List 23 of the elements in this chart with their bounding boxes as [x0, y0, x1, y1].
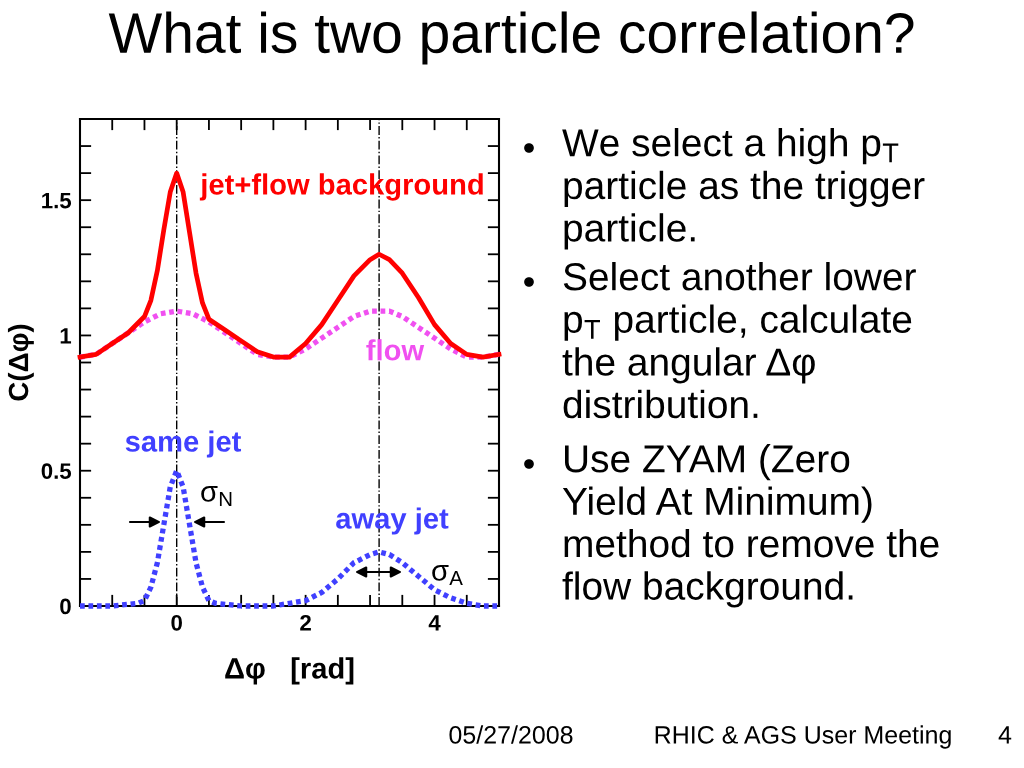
annotation: σ$_{A}$ — [432, 565, 463, 586]
annotation: away jet — [336, 507, 449, 535]
annotation: σ$_{N}$ — [201, 486, 232, 507]
annotation: same jet — [125, 430, 242, 458]
series-label: flow — [366, 339, 425, 361]
text: 05/27/2008 — [449, 725, 573, 744]
text: Use ZYAM (Zero Yield At Minimum) method to remove the flow background. — [562, 444, 939, 608]
series-label: jet+flow background — [199, 173, 483, 201]
x-tick-label: 0 — [171, 614, 182, 631]
line-series — [77, 170, 502, 360]
y-tick-label: 0.5 — [41, 463, 72, 479]
text: We select a high p$_{T}$ particle as the trigger particle. — [562, 128, 925, 250]
text: Select another lower p$_{T}$ particle, calculate the angular Δφ distribution. — [562, 262, 916, 419]
x-tick-label: 2 — [300, 614, 311, 631]
y-tick-label: 1.5 — [42, 192, 72, 209]
text: RHIC & AGS User Meeting — [655, 725, 951, 749]
y-tick-label: 0 — [60, 598, 71, 615]
chart-title: What is two particle correlation? — [108, 11, 914, 65]
y-axis-title: C(Δφ) — [7, 324, 34, 401]
x-axis-title: Δφ [rad] — [225, 657, 354, 685]
y-tick-label: 1 — [60, 328, 72, 344]
text: 4 — [998, 726, 1012, 744]
x-tick-label: 4 — [428, 615, 441, 631]
